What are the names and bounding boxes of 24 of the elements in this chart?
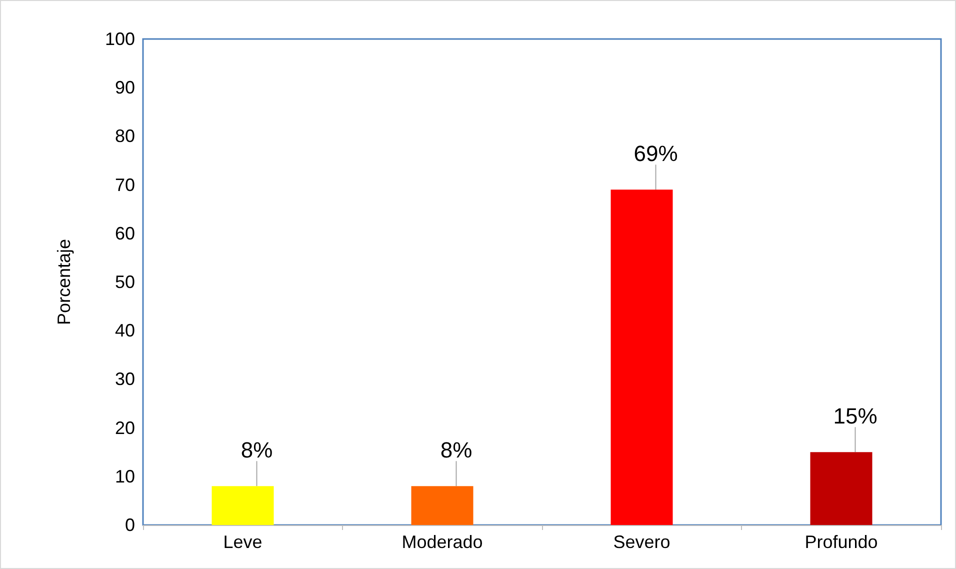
data-label: 8% xyxy=(240,438,273,463)
y-tick-label: 20 xyxy=(114,418,135,438)
y-axis-title: Porcentaje xyxy=(54,238,74,326)
x-tick-label: Profundo xyxy=(804,532,878,552)
data-label: 8% xyxy=(440,438,472,463)
x-tick-label: Moderado xyxy=(402,532,483,552)
y-tick-label: 10 xyxy=(114,466,135,486)
bar xyxy=(810,452,872,525)
y-tick-label: 60 xyxy=(114,223,135,244)
bar xyxy=(411,486,474,525)
y-tick-label: 100 xyxy=(104,29,135,49)
data-label: 69% xyxy=(634,141,678,166)
x-tick-label: Severo xyxy=(613,532,670,552)
y-tick-label: 40 xyxy=(114,320,135,341)
data-label: 15% xyxy=(833,404,878,429)
y-tick-label: 30 xyxy=(114,369,135,390)
x-tick-label: Leve xyxy=(223,532,262,552)
bar xyxy=(212,486,274,525)
y-tick-label: 0 xyxy=(124,515,135,535)
y-tick-label: 80 xyxy=(114,126,135,146)
y-tick-label: 90 xyxy=(114,78,135,98)
y-tick-label: 50 xyxy=(114,272,135,292)
y-tick-label: 70 xyxy=(114,174,135,195)
bar xyxy=(610,190,673,525)
